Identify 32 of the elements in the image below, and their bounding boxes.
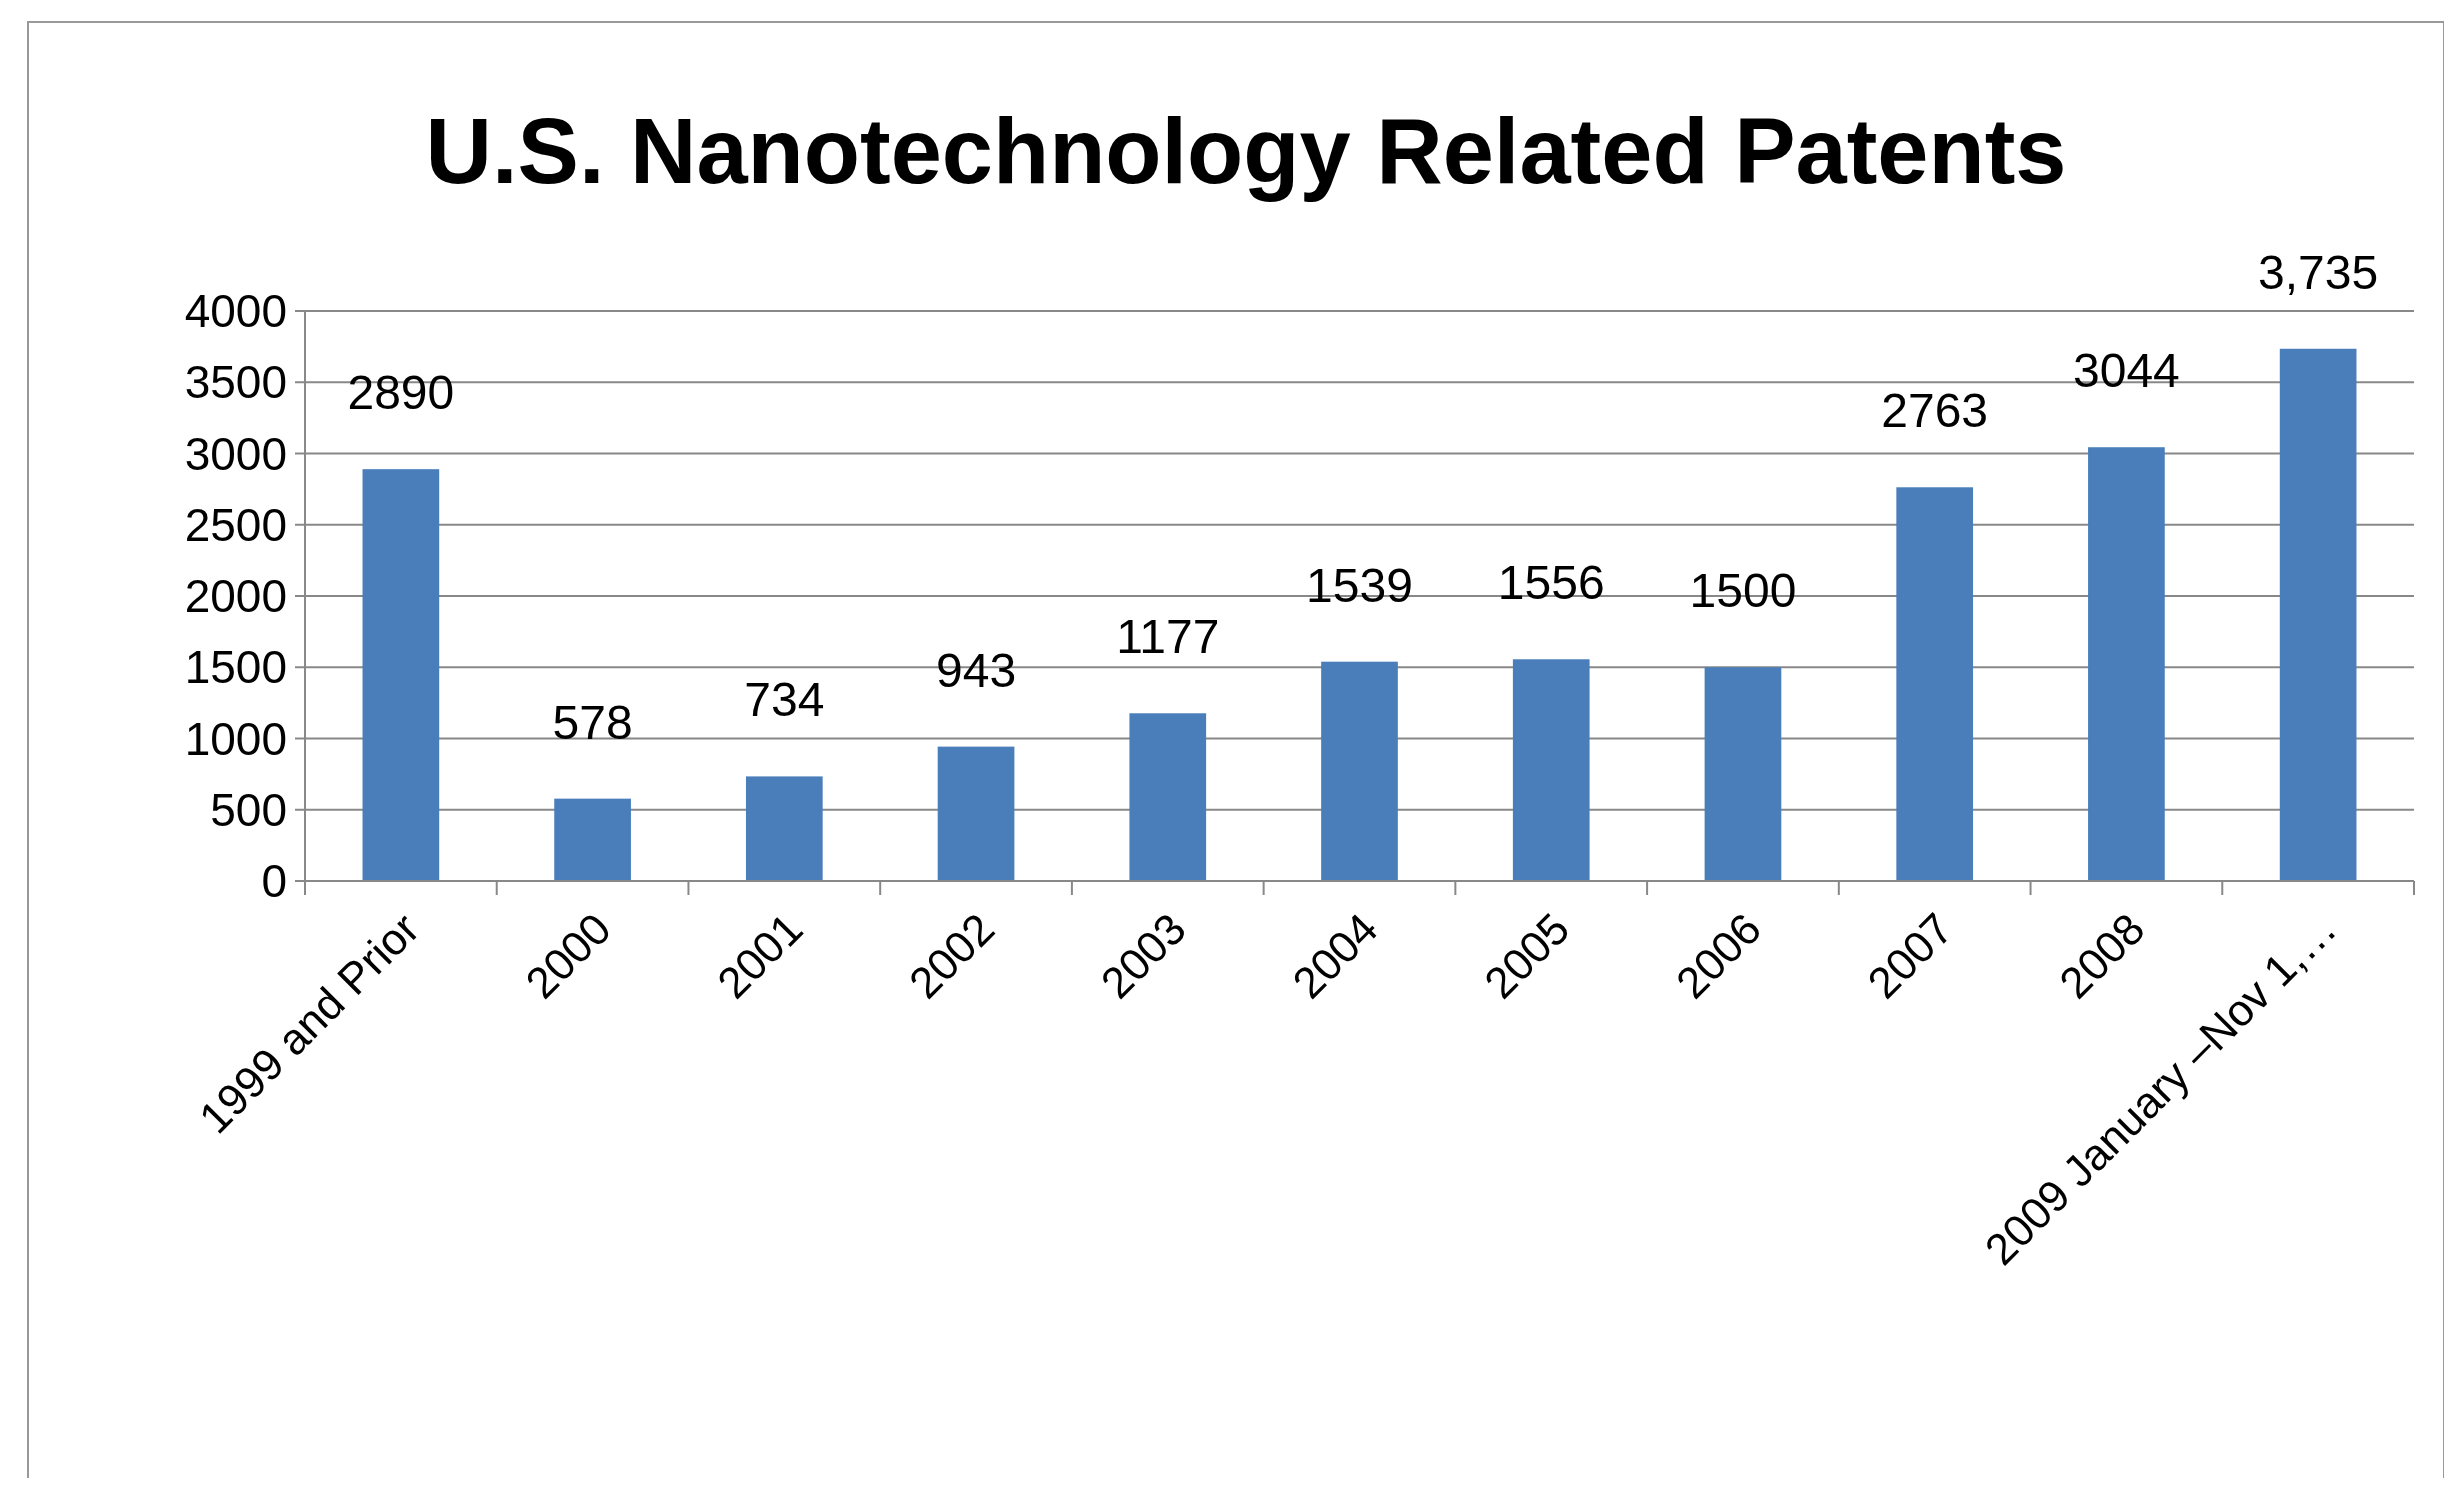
data-label: 734 bbox=[744, 673, 825, 727]
data-label: 1539 bbox=[1306, 558, 1413, 612]
y-tick-label: 2500 bbox=[184, 498, 287, 551]
bar bbox=[1129, 713, 1207, 881]
data-label: 2763 bbox=[1881, 384, 1989, 438]
y-tick-label: 4000 bbox=[184, 285, 287, 338]
y-tick-label: 0 bbox=[261, 855, 287, 908]
data-label: 578 bbox=[552, 695, 633, 749]
bar bbox=[1512, 659, 1590, 881]
bar bbox=[745, 776, 823, 881]
chart-title: U.S. Nanotechnology Related Patents bbox=[425, 100, 2067, 202]
data-label: 1556 bbox=[1497, 556, 1605, 610]
bar bbox=[1704, 667, 1782, 881]
data-label: 3,735 bbox=[2258, 245, 2379, 299]
y-tick-label: 2000 bbox=[184, 570, 287, 623]
y-tick-label: 1500 bbox=[184, 641, 287, 694]
y-tick-label: 3000 bbox=[184, 427, 287, 480]
data-label: 943 bbox=[936, 643, 1017, 697]
data-label: 1500 bbox=[1689, 564, 1797, 618]
bar bbox=[937, 746, 1015, 881]
y-tick-label: 1000 bbox=[184, 712, 287, 765]
bar bbox=[2088, 447, 2165, 881]
y-tick-label: 3500 bbox=[184, 356, 287, 409]
y-tick-label: 500 bbox=[210, 783, 287, 836]
bar bbox=[1896, 487, 1974, 881]
bar bbox=[362, 469, 440, 881]
data-label: 2890 bbox=[347, 366, 455, 420]
data-label: 1177 bbox=[1116, 610, 1220, 664]
bar bbox=[2279, 348, 2357, 881]
bar bbox=[1321, 661, 1398, 881]
bar bbox=[554, 798, 631, 881]
data-label: 3044 bbox=[2073, 344, 2180, 398]
